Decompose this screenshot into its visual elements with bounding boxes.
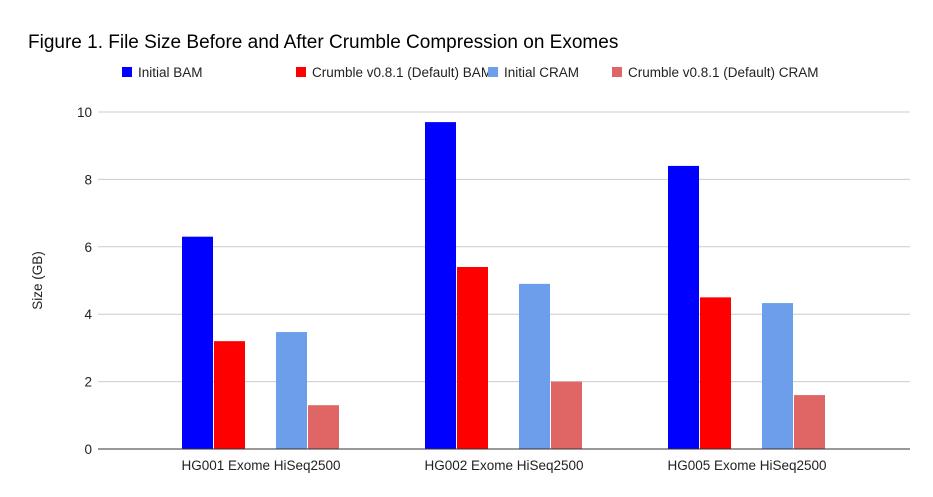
legend-label: Initial BAM xyxy=(138,65,203,80)
y-axis-ticks: 0 2 4 6 8 10 xyxy=(77,105,93,457)
bar-crumble-v0-8-1-default-bam-2 xyxy=(457,267,488,449)
bar-crumble-v0-8-1-default-bam-3 xyxy=(700,297,731,449)
legend-label: Crumble v0.8.1 (Default) BAM xyxy=(312,65,492,80)
legend-label: Initial CRAM xyxy=(504,65,579,80)
legend-swatch xyxy=(122,67,132,77)
bar-initial-bam-2 xyxy=(425,122,456,450)
bar-crumble-v0-8-1-default-cram-1 xyxy=(308,405,339,449)
y-tick-label: 8 xyxy=(84,172,92,187)
y-tick-label: 6 xyxy=(84,240,92,255)
y-tick-label: 2 xyxy=(84,375,92,390)
bar-initial-cram-3 xyxy=(762,303,793,449)
y-tick-label: 4 xyxy=(84,307,92,322)
bar-initial-cram-2 xyxy=(519,283,550,449)
bar-crumble-v0-8-1-default-cram-3 xyxy=(794,395,825,449)
y-axis-label: Size (GB) xyxy=(30,251,45,310)
y-tick-label: 10 xyxy=(77,105,92,120)
x-category-label: HG002 Exome HiSeq2500 xyxy=(424,458,583,473)
bar-crumble-v0-8-1-default-cram-2 xyxy=(551,381,582,449)
bars xyxy=(182,122,825,450)
bar-initial-bam-1 xyxy=(182,236,213,449)
legend-label: Crumble v0.8.1 (Default) CRAM xyxy=(628,65,819,80)
legend-swatch xyxy=(488,67,498,77)
chart-title: Figure 1. File Size Before and After Cru… xyxy=(28,32,618,53)
bar-crumble-v0-8-1-default-bam-1 xyxy=(214,341,245,449)
bar-initial-bam-3 xyxy=(668,165,699,450)
legend-swatch xyxy=(612,67,622,77)
legend: Initial BAM Crumble v0.8.1 (Default) BAM I… xyxy=(122,65,819,80)
y-tick-label: 0 xyxy=(84,442,92,457)
x-axis-categories: HG001 Exome HiSeq2500 HG002 Exome HiSeq25… xyxy=(181,458,826,473)
x-category-label: HG001 Exome HiSeq2500 xyxy=(181,458,340,473)
x-category-label: HG005 Exome HiSeq2500 xyxy=(667,458,826,473)
legend-swatch xyxy=(296,67,306,77)
bar-initial-cram-1 xyxy=(276,332,307,449)
